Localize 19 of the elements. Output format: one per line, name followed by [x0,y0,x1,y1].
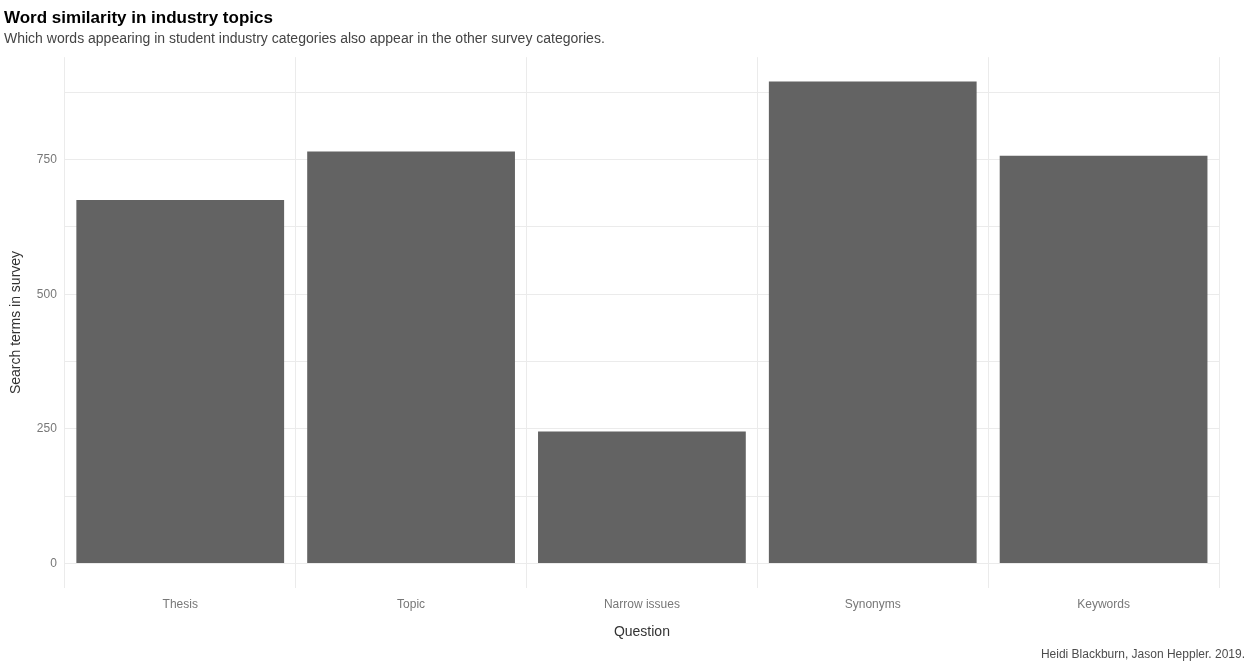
bar [307,151,515,564]
bar [999,155,1208,564]
chart-title: Word similarity in industry topics [4,7,273,27]
bar [538,431,746,564]
x-tick-label: Narrow issues [603,597,680,612]
y-tick-label: 250 [36,421,58,436]
x-axis-title: Question [613,623,670,640]
y-tick-label: 750 [36,151,58,166]
y-tick-label: 0 [50,555,58,570]
bar [76,199,285,564]
x-tick-label: Thesis [162,597,198,612]
text: Heidi Blackburn, Jason Heppler. 2019. [1040,647,1245,662]
chart-subtitle: Which words appearing in student industry categories also appear in the other survey categories. [4,29,605,46]
x-tick-label: Synonyms [844,597,901,612]
x-tick-label: Keywords [1077,597,1130,612]
y-axis-title: Search terms in survey [7,250,24,395]
y-tick-label: 500 [36,286,58,301]
bar [768,81,977,564]
x-tick-label: Topic [397,597,426,612]
